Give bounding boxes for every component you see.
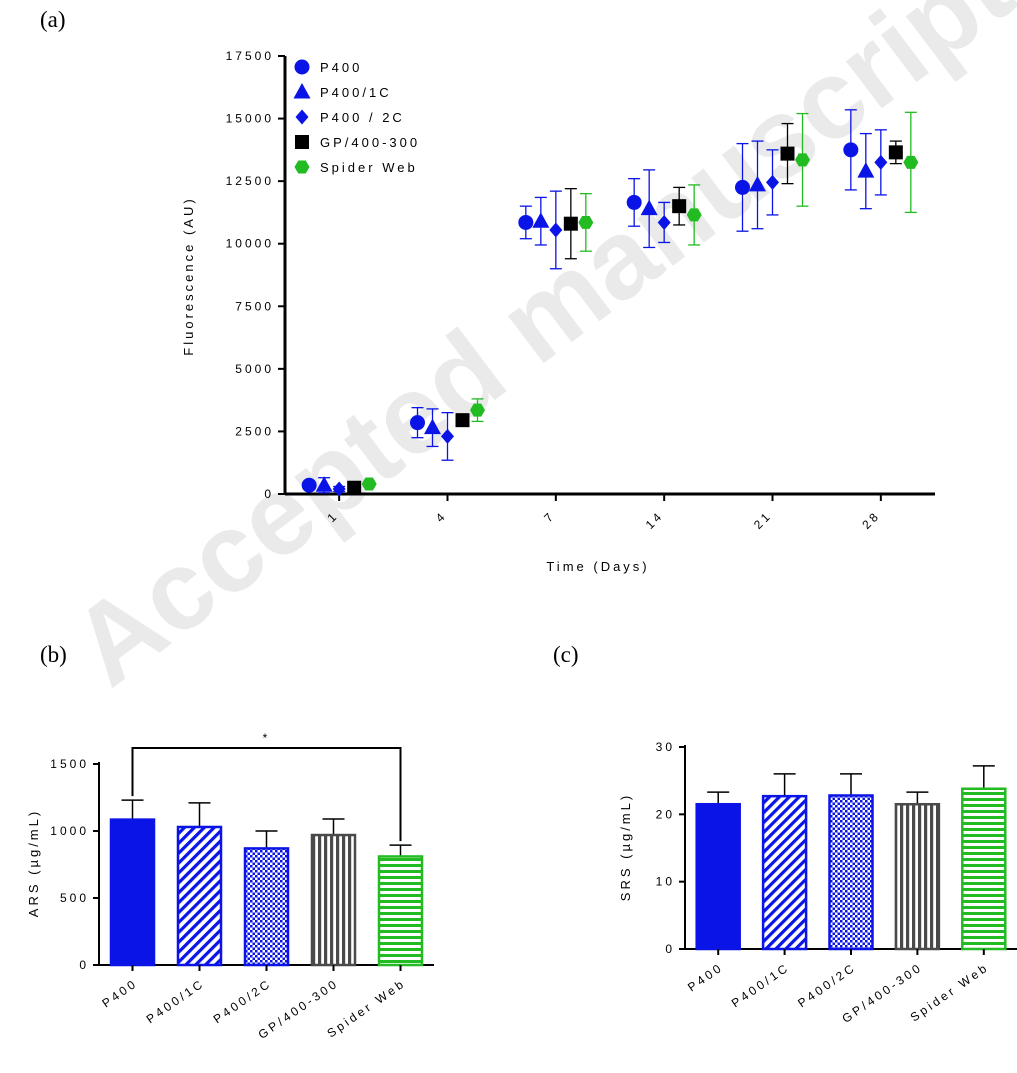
chart-a-ytick-label: 7500: [235, 299, 274, 313]
chart-a-legend-marker: [294, 160, 310, 174]
chart-a-point: [347, 480, 362, 495]
chart-c-xtick-label: P400/2C: [795, 960, 858, 1010]
chart-a-xlabel: Time (Days): [546, 559, 649, 574]
chart-c-xtick-label: P400/1C: [729, 960, 792, 1010]
chart-c-ytick-label: 0: [665, 942, 675, 956]
chart-a-point: [315, 476, 333, 492]
chart-a-point: [672, 199, 687, 214]
chart-b-bar: [310, 833, 357, 967]
panel-label-c: (c): [553, 642, 579, 667]
chart-a-ytick-label: 5000: [235, 362, 274, 376]
chart-a-legend-marker: [294, 59, 310, 75]
chart-a-point: [361, 477, 377, 491]
chart-a-legend-label: P400 / 2C: [320, 110, 405, 125]
chart-a-point: [888, 145, 903, 160]
chart-a-legend-marker: [293, 83, 311, 99]
chart-c-ytick-label: 30: [656, 740, 675, 754]
chart-b-xtick-label: P400/2C: [211, 976, 274, 1026]
chart-b-bar: [109, 818, 156, 967]
chart-a-point: [563, 216, 578, 231]
chart-a-point: [441, 428, 454, 444]
chart-a-xtick-label: 7: [541, 508, 558, 525]
chart-a-legend-label: P400: [320, 60, 362, 75]
chart-a-point: [874, 154, 888, 170]
chart-a-point: [532, 212, 550, 228]
chart-b-bar: [377, 855, 424, 967]
chart-c-xtick-label: P400: [685, 960, 726, 994]
chart-a-point: [795, 153, 810, 167]
chart-a-point: [780, 146, 795, 161]
chart-b-bar: [243, 847, 290, 967]
chart-b-xtick-label: P400: [99, 976, 140, 1010]
chart-a-point: [626, 194, 642, 210]
chart-a-legend-marker: [295, 135, 309, 149]
chart-a-xtick-label: 4: [433, 508, 450, 525]
chart-a-xtick-label: 28: [859, 508, 883, 532]
chart-a-xtick-label: 21: [751, 508, 775, 532]
chart-a-point: [640, 199, 658, 216]
chart-c-ytick-label: 10: [656, 875, 675, 889]
chart-a-ylabel: Fluorescence (AU): [181, 196, 196, 355]
chart-a-ytick-label: 17500: [226, 49, 274, 63]
chart-c-ylabel: SRS (µg/mL): [618, 793, 633, 901]
chart-c-bar: [894, 802, 941, 951]
chart-b-ylabel: ARS (µg/mL): [26, 809, 41, 917]
chart-b-bar: [176, 825, 223, 967]
chart-b-xtick-label: P400/1C: [144, 976, 207, 1026]
chart-a-point: [735, 179, 750, 195]
chart-a-point: [410, 415, 425, 431]
chart-a-ytick-label: 10000: [226, 237, 274, 251]
chart-b-ytick-label: 0: [79, 958, 89, 972]
chart-a-point: [686, 208, 702, 222]
chart-a-legend-marker: [295, 109, 309, 125]
chart-a-point: [857, 162, 875, 178]
chart-c-bar: [761, 794, 808, 951]
chart-a-point: [549, 222, 563, 238]
chart-c-ytick-label: 20: [656, 807, 675, 821]
chart-a-point: [749, 175, 766, 192]
chart-a-point: [470, 403, 485, 417]
chart-a-point: [578, 215, 594, 229]
chart-a-point: [424, 418, 441, 435]
chart-a-ytick-label: 2500: [235, 424, 274, 438]
chart-b-plot: ARS (µg/mL) 0 500 1000 1500 P400 P400/1C P400/…: [26, 731, 434, 1042]
chart-b-significance-label: *: [263, 731, 271, 745]
chart-a-point: [657, 214, 671, 230]
chart-a-point: [766, 174, 779, 190]
panel-label-b: (b): [40, 642, 67, 667]
chart-c-bar: [828, 794, 874, 951]
chart-c-bar: [961, 787, 1007, 951]
chart-b-ytick-label: 500: [60, 891, 89, 905]
chart-a-point: [843, 142, 859, 158]
chart-a-ytick-label: 12500: [226, 174, 274, 188]
chart-b-significance-bracket: [131, 747, 402, 842]
chart-b-ytick-label: 1500: [50, 757, 89, 771]
chart-a-legend-label: P400/1C: [320, 85, 392, 100]
chart-a-point: [518, 214, 534, 230]
chart-a-ytick-label: 15000: [226, 112, 274, 126]
chart-b-ytick-label: 1000: [50, 824, 89, 838]
chart-a-ytick-label: 0: [264, 487, 274, 501]
chart-a-point: [301, 477, 317, 493]
chart-a-point: [332, 481, 346, 497]
chart-a-point: [903, 155, 919, 169]
chart-a-xtick-label: 14: [643, 508, 667, 532]
panel-label-a: (a): [40, 7, 66, 32]
chart-a-legend-label: Spider Web: [320, 160, 418, 175]
chart-c-bar: [695, 802, 741, 951]
chart-a-point: [455, 413, 470, 428]
chart-a-legend-label: GP/400-300: [320, 135, 420, 150]
